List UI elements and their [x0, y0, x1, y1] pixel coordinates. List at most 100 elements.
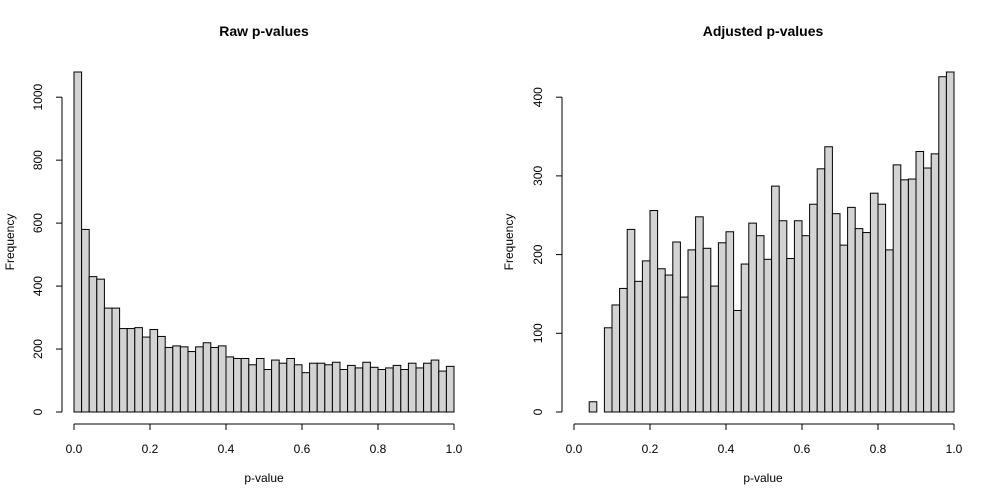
- histogram-bar: [286, 357, 295, 413]
- bars: [73, 71, 455, 413]
- histogram-bar: [210, 346, 219, 413]
- x-axis: 0.0 0.2 0.4 0.6 0.8 1.0: [566, 423, 963, 456]
- histogram-bar: [217, 345, 227, 413]
- adjusted-pvalues-histogram: Adjusted p-values p-value Frequency 0.0 0…: [502, 23, 963, 485]
- histogram-bar: [588, 401, 598, 413]
- histogram-bar: [119, 328, 128, 413]
- y-tick-label: 200: [31, 339, 45, 359]
- y-axis-label: Frequency: [3, 214, 17, 271]
- histogram-bar: [225, 356, 235, 413]
- histogram-bar: [877, 203, 887, 413]
- histogram-bar: [111, 307, 121, 413]
- histogram-bar: [778, 220, 788, 413]
- x-tick-label: 0.2: [142, 442, 159, 456]
- histogram-bar: [179, 346, 189, 413]
- histogram-bar: [400, 369, 409, 413]
- x-axis-label: p-value: [244, 471, 284, 485]
- histogram-bar: [710, 285, 719, 413]
- histogram-bar: [717, 242, 727, 413]
- histogram-bar: [786, 258, 795, 413]
- histogram-bar: [430, 359, 440, 413]
- x-tick-label: 1.0: [946, 442, 963, 456]
- x-tick-label: 0.6: [794, 442, 811, 456]
- histogram-bar: [930, 153, 940, 413]
- histogram-bar: [324, 364, 333, 413]
- histogram-bar: [816, 168, 826, 413]
- histogram-bar: [445, 365, 455, 413]
- histogram-bar: [248, 364, 257, 413]
- x-tick-label: 0.8: [370, 442, 387, 456]
- histogram-bar: [278, 362, 288, 413]
- y-tick-label: 0: [531, 408, 545, 415]
- y-axis: 0 200 400 600 800 1000: [31, 84, 63, 415]
- histogram-bar: [423, 362, 432, 413]
- y-tick-label: 200: [531, 244, 545, 264]
- histogram-bar: [347, 364, 356, 413]
- x-tick-label: 0.6: [294, 442, 311, 456]
- histogram-bar: [164, 346, 174, 413]
- histogram-bar: [407, 362, 417, 413]
- histogram-bar: [854, 228, 864, 413]
- raw-pvalues-histogram: Raw p-values p-value Frequency 0.0 0.2 0.4…: [3, 23, 463, 485]
- histogram-bar: [611, 304, 621, 413]
- histogram-bar: [824, 146, 833, 413]
- histogram-bar: [369, 366, 379, 413]
- histogram-bar: [702, 247, 712, 413]
- histogram-bar: [885, 249, 894, 413]
- x-tick-label: 0.0: [566, 442, 583, 456]
- histogram-bar: [900, 179, 909, 413]
- x-axis: 0.0 0.2 0.4 0.6 0.8 1.0: [66, 423, 463, 456]
- bars: [588, 71, 955, 413]
- histogram-bar: [641, 260, 651, 413]
- histogram-bar: [626, 228, 636, 413]
- histogram-bar: [233, 357, 242, 413]
- histogram-bar: [157, 335, 166, 413]
- histogram-bar: [801, 235, 811, 413]
- histogram-bar: [73, 71, 83, 413]
- chart-title: Adjusted p-values: [703, 23, 824, 39]
- histogram-bar: [748, 222, 757, 413]
- x-tick-label: 0.8: [870, 442, 887, 456]
- histogram-bar: [195, 346, 204, 413]
- histogram-bar: [103, 307, 113, 413]
- histogram-bar: [657, 268, 666, 413]
- histogram-bar: [309, 362, 318, 413]
- histogram-bar: [755, 235, 765, 413]
- histogram-bar: [634, 280, 643, 413]
- histogram-bar: [301, 372, 311, 413]
- histogram-bar: [907, 178, 917, 413]
- histogram-bar: [362, 361, 371, 413]
- x-tick-label: 0.4: [218, 442, 235, 456]
- histogram-bar: [649, 210, 659, 413]
- x-tick-label: 0.2: [642, 442, 659, 456]
- histogram-bar: [915, 150, 925, 413]
- histogram-bar: [733, 309, 742, 413]
- histogram-bar: [415, 367, 425, 413]
- histogram-bar: [771, 185, 780, 413]
- y-tick-label: 800: [31, 150, 45, 170]
- histogram-bar: [339, 369, 349, 413]
- histogram-bar: [88, 276, 98, 413]
- histogram-bar: [672, 241, 681, 413]
- y-tick-label: 0: [31, 408, 45, 415]
- histogram-bar: [695, 216, 704, 413]
- y-tick-label: 1000: [31, 84, 45, 111]
- histogram-bar: [892, 164, 902, 413]
- histogram-bar: [316, 362, 326, 413]
- histogram-bar: [240, 357, 250, 413]
- histogram-bar: [354, 367, 364, 413]
- histogram-bar: [271, 359, 280, 413]
- histogram-bar: [377, 369, 387, 413]
- histogram-bar: [187, 351, 197, 413]
- chart-title: Raw p-values: [219, 23, 309, 39]
- y-tick-label: 600: [31, 213, 45, 233]
- histogram-bar: [839, 244, 849, 413]
- histogram-bar: [725, 231, 735, 413]
- histogram-bar: [793, 220, 803, 413]
- x-axis-label: p-value: [743, 471, 783, 485]
- histogram-bar: [134, 327, 143, 413]
- y-tick-label: 400: [531, 87, 545, 107]
- histogram-bar: [263, 369, 273, 413]
- histogram-bar: [331, 361, 341, 413]
- y-axis-label: Frequency: [502, 214, 516, 271]
